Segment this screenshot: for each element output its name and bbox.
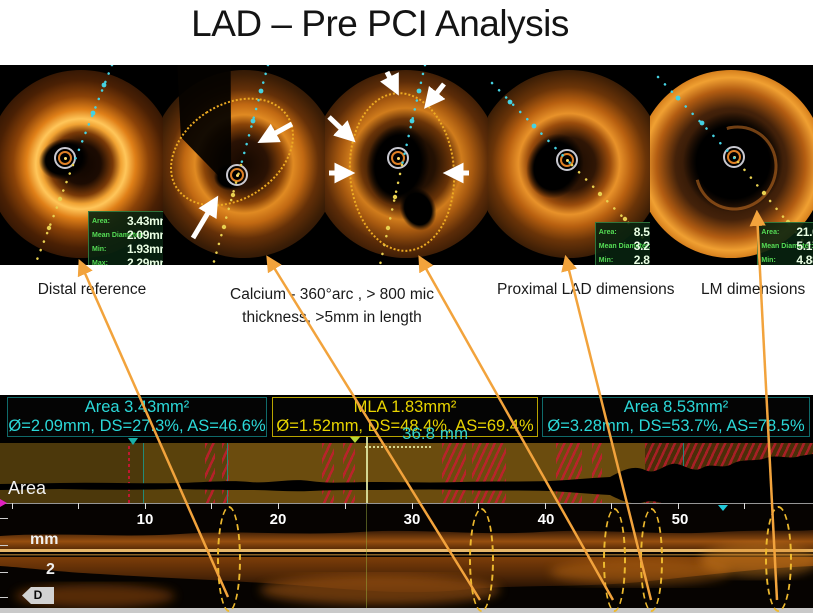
measurement-panel-distal: Area:3.43mm² Mean Diameter:2.09mm Min:1.… xyxy=(88,211,163,265)
catheter-marker xyxy=(225,164,248,186)
depth-unit-label: mm xyxy=(30,531,59,548)
ruler-label-50: 50 xyxy=(671,511,689,528)
area-graph-band: Area xyxy=(0,443,813,503)
catheter-marker xyxy=(387,147,410,169)
stat-box-distal: Area 3.43mm² Ø=2.09mm, DS=27.3%, AS=46.6… xyxy=(7,397,267,437)
dashed-ellipse-marker xyxy=(469,508,494,612)
guidewire-line xyxy=(33,65,114,265)
oct-image-calcium-1 xyxy=(162,65,326,265)
ruler-label-30: 30 xyxy=(403,511,421,528)
stat-box-proximal: Area 8.53mm² Ø=3.28mm, DS=53.7%, AS=78.5… xyxy=(542,397,810,437)
guidewire-line xyxy=(378,65,427,265)
ruler-label-10: 10 xyxy=(136,511,154,528)
area-curve xyxy=(0,454,813,503)
dashed-ellipse-marker xyxy=(217,506,241,612)
oct-image-calcium-2 xyxy=(325,65,488,265)
measurement-panel-proximal: Area:8.53mm² Mean Diameter:3.28mm Min:2.… xyxy=(594,222,651,265)
dashed-ellipse-marker xyxy=(603,508,626,612)
mla-pointer-icon xyxy=(350,437,360,443)
distal-badge: D xyxy=(22,587,54,604)
oct-image-distal: Area:3.43mm² Mean Diameter:2.09mm Min:1.… xyxy=(0,65,163,265)
oct-image-proximal: Area:8.53mm² Mean Diameter:3.28mm Min:2.… xyxy=(487,65,651,265)
mla-position-line xyxy=(366,437,368,503)
ruler-label-40: 40 xyxy=(537,511,555,528)
catheter-marker xyxy=(555,149,578,171)
caption-distal-reference: Distal reference xyxy=(37,281,147,298)
page-title: LAD – Pre PCI Analysis xyxy=(191,3,569,44)
dashed-ellipse-marker xyxy=(640,508,663,612)
ruler-label-20: 20 xyxy=(269,511,287,528)
measurement-panel-lm: Area:21.02mm² Mean Diameter:5.17mm Min:4… xyxy=(757,222,813,265)
guidewire-line xyxy=(211,65,269,265)
caption-proximal-lad: Proximal LAD dimensions xyxy=(497,281,675,298)
segment-length-label: 36.8 mm xyxy=(402,424,469,443)
area-axis-label: Area xyxy=(8,478,47,498)
cursor-pointer-icon xyxy=(718,505,728,511)
bottom-strip xyxy=(0,608,813,613)
oct-image-strip: Area:3.43mm² Mean Diameter:2.09mm Min:1.… xyxy=(0,65,813,265)
mla-position-line xyxy=(366,504,367,608)
oct-image-lm: Area:21.02mm² Mean Diameter:5.17mm Min:4… xyxy=(650,65,813,265)
depth-scale-label: 2 xyxy=(46,561,55,578)
ruler xyxy=(0,503,813,504)
dashed-ellipse-marker xyxy=(765,506,792,612)
caption-calcium: Calcium - 360°arc , > 800 mic thickness,… xyxy=(230,286,434,326)
pullback-start-icon xyxy=(0,499,7,507)
box-pointer-icon xyxy=(128,438,138,445)
caption-lm: LM dimensions xyxy=(701,281,806,298)
